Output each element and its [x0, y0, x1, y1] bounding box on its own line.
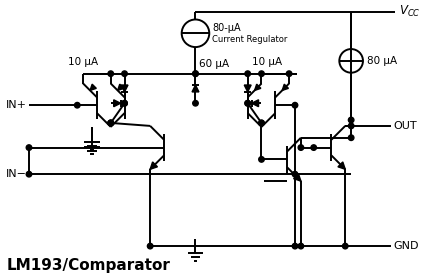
Circle shape: [26, 145, 32, 150]
Polygon shape: [121, 85, 128, 92]
Circle shape: [292, 102, 298, 108]
Polygon shape: [255, 84, 261, 90]
Circle shape: [108, 71, 113, 76]
Circle shape: [311, 145, 317, 150]
Polygon shape: [338, 162, 345, 169]
Polygon shape: [90, 84, 96, 90]
Text: 10 µA: 10 µA: [252, 57, 282, 67]
Text: 80 µA: 80 µA: [367, 56, 397, 66]
Circle shape: [343, 243, 348, 249]
Circle shape: [245, 101, 250, 106]
Circle shape: [286, 71, 292, 76]
Text: Current Regulator: Current Regulator: [212, 35, 288, 44]
Text: 10 µA: 10 µA: [69, 57, 98, 67]
Text: IN−: IN−: [6, 169, 27, 179]
Circle shape: [348, 117, 354, 123]
Circle shape: [193, 71, 198, 76]
Circle shape: [298, 145, 304, 150]
Circle shape: [348, 123, 354, 129]
Circle shape: [292, 171, 298, 177]
Circle shape: [147, 243, 153, 249]
Circle shape: [193, 101, 198, 106]
Circle shape: [259, 157, 264, 162]
Text: IN+: IN+: [6, 100, 27, 110]
Text: GND: GND: [394, 241, 419, 251]
Circle shape: [245, 71, 250, 76]
Circle shape: [122, 71, 127, 76]
Circle shape: [108, 120, 113, 126]
Circle shape: [122, 101, 127, 106]
Circle shape: [122, 101, 127, 106]
Polygon shape: [282, 84, 288, 90]
Text: 60 µA: 60 µA: [199, 59, 230, 69]
Circle shape: [348, 135, 354, 140]
Circle shape: [259, 71, 264, 76]
Circle shape: [259, 120, 264, 126]
Polygon shape: [244, 85, 251, 92]
Circle shape: [298, 243, 304, 249]
Circle shape: [292, 243, 298, 249]
Circle shape: [245, 101, 250, 106]
Text: LM193/Comparator: LM193/Comparator: [6, 258, 170, 273]
Text: OUT: OUT: [394, 121, 417, 131]
Circle shape: [259, 120, 264, 126]
Polygon shape: [252, 100, 259, 107]
Polygon shape: [118, 84, 124, 90]
Circle shape: [193, 71, 198, 76]
Polygon shape: [150, 162, 158, 169]
Text: 80-µA: 80-µA: [212, 23, 241, 33]
Polygon shape: [192, 85, 199, 92]
Circle shape: [108, 120, 113, 126]
Text: $V_{CC}$: $V_{CC}$: [400, 4, 421, 19]
Polygon shape: [294, 174, 301, 181]
Circle shape: [26, 171, 32, 177]
Circle shape: [108, 120, 113, 126]
Polygon shape: [114, 100, 121, 107]
Circle shape: [75, 102, 80, 108]
